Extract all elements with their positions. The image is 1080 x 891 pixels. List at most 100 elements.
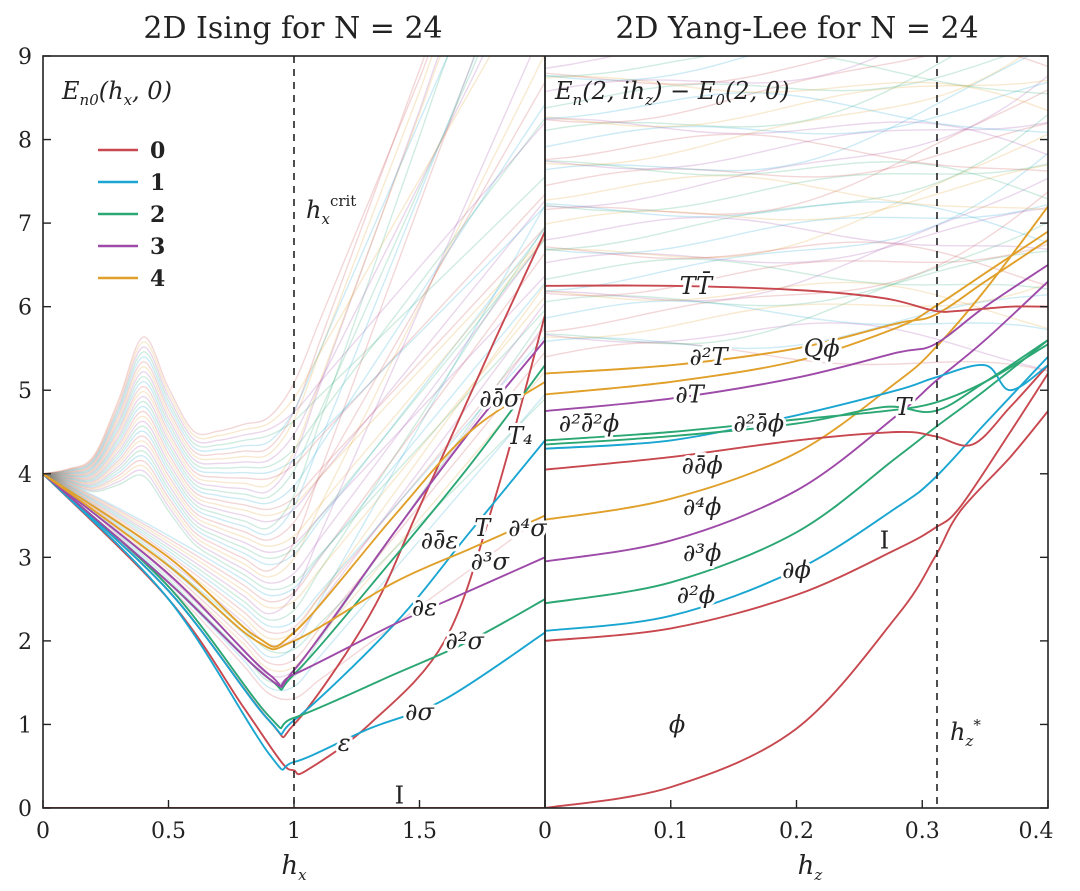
right-series-line-1 <box>545 372 1048 642</box>
background-level-line <box>545 56 1048 95</box>
background-level-line <box>43 81 545 541</box>
right-series-group <box>545 205 1048 808</box>
background-level-line <box>43 398 545 654</box>
right-series-label-halo-6: ∂∂̄ϕ <box>682 451 723 479</box>
left-series-label-2: ∂∂̄σ <box>479 385 521 413</box>
background-level-line <box>545 207 1048 264</box>
legend-label-1: 1 <box>150 170 165 196</box>
background-level-line <box>43 239 545 560</box>
ytick-label: 2 <box>18 630 32 655</box>
background-level-line <box>545 160 1048 200</box>
legend: En0(hx, 0) 0 1 2 3 4 <box>61 77 172 292</box>
right-series-label-1: I <box>880 527 889 555</box>
right-series-label-2: ∂ϕ <box>782 556 811 584</box>
left-series-line-5 <box>43 473 545 730</box>
background-level-line <box>545 81 1048 148</box>
right-series-label-13: TT̄ <box>680 271 714 299</box>
background-level-line <box>545 250 1048 307</box>
background-level-line <box>545 152 1048 292</box>
background-level-line <box>545 56 1031 172</box>
background-level-line <box>43 56 479 500</box>
background-level-line <box>545 175 1048 211</box>
right-series-line-8 <box>545 339 1048 446</box>
background-level-line <box>545 221 1048 345</box>
left-series-label-halo-6: ∂ε <box>412 593 437 621</box>
right-series-label-12: T <box>895 393 913 421</box>
left-series-label-halo-1: ε <box>338 729 351 757</box>
axis-ticks: 0 1 2 3 4 5 6 7 8 9 0 0.5 1 1.5 0 0.1 0.2 0.3 0.4 <box>18 45 1054 844</box>
background-level-line <box>545 121 1048 170</box>
background-level-line <box>545 114 1048 250</box>
background-level-line <box>545 56 843 85</box>
right-series-label-8: ∂²∂̄²ϕ <box>559 410 619 438</box>
left-series-label-8: ∂∂̄ε <box>421 527 459 555</box>
right-critical-label: hz* <box>950 716 981 750</box>
left-xtick-label: 0 <box>36 819 50 844</box>
background-level-line <box>43 56 449 530</box>
legend-label-4: 4 <box>150 266 165 292</box>
background-level-line <box>43 56 433 475</box>
right-series-label-halo-13: TT̄ <box>680 271 714 299</box>
background-level-line <box>545 56 929 124</box>
right-series-line-5 <box>545 205 1048 521</box>
background-level-line <box>43 56 476 536</box>
background-level-line <box>545 216 1048 250</box>
background-level-line <box>43 226 545 621</box>
right-series-line-2 <box>545 356 1048 632</box>
background-level-line <box>545 203 1048 255</box>
left-series-label-halo-3: ∂σ <box>405 698 434 726</box>
right-series-line-3 <box>545 339 1048 605</box>
background-level-line <box>43 296 545 609</box>
background-level-line <box>545 92 1048 134</box>
ytick-label: 4 <box>18 463 32 488</box>
right-series-label-halo-9: ∂T <box>675 380 705 408</box>
right-series-label-0: ϕ <box>669 710 685 738</box>
ytick-label: 0 <box>18 797 32 822</box>
background-level-line <box>43 56 442 488</box>
right-series-line-12 <box>545 343 1048 442</box>
right-xlabel: hz <box>798 851 823 884</box>
left-series-label-halo-9: ∂⁴σ <box>508 514 547 542</box>
background-level-line <box>545 282 1048 339</box>
background-level-line <box>545 118 1048 156</box>
left-xlabel: hx <box>281 851 307 884</box>
right-series-line-13 <box>545 284 1048 313</box>
background-level-line <box>545 164 1048 225</box>
right-series-label-5: ∂⁴ϕ <box>683 493 721 521</box>
right-series-label-halo-0: ϕ <box>669 710 685 738</box>
right-series-label-7: ∂²∂̄ϕ <box>733 410 784 438</box>
left-series-label-5: ∂²σ <box>445 627 484 655</box>
background-level-line <box>43 56 429 475</box>
background-level-line <box>545 322 1048 372</box>
left-series-label-1: ε <box>338 729 351 757</box>
background-level-line <box>43 282 545 597</box>
right-xtick-label: 0.2 <box>779 819 814 844</box>
background-level-line <box>43 56 440 494</box>
left-series-label-halo-5: ∂²σ <box>445 627 484 655</box>
background-level-line <box>545 342 1048 372</box>
right-series-line-0 <box>545 410 1048 808</box>
right-series-label-6: ∂∂̄ϕ <box>682 451 723 479</box>
left-series-label-10: T₄ <box>507 422 533 450</box>
background-level-line <box>545 281 1048 330</box>
left-series-label-4: T <box>474 514 492 542</box>
ytick-label: 7 <box>18 212 32 237</box>
background-level-line <box>43 370 545 673</box>
background-level-line <box>43 200 545 523</box>
right-series-label-halo-7: ∂²∂̄ϕ <box>733 410 784 438</box>
background-level-line <box>545 191 1048 333</box>
ytick-label: 9 <box>18 45 32 70</box>
right-xtick-label: 0 <box>538 819 552 844</box>
background-level-line <box>43 56 426 475</box>
background-level-line <box>43 237 545 584</box>
background-level-line <box>545 243 1048 297</box>
background-level-line <box>545 56 881 93</box>
left-series-line-3 <box>43 473 545 771</box>
background-level-line <box>545 122 1048 187</box>
right-series-label-halo-2: ∂ϕ <box>782 556 811 584</box>
right-xtick-label: 0.1 <box>653 819 688 844</box>
left-xtick-label: 1 <box>287 819 301 844</box>
background-level-line <box>545 177 1048 302</box>
background-level-line <box>545 133 1048 259</box>
